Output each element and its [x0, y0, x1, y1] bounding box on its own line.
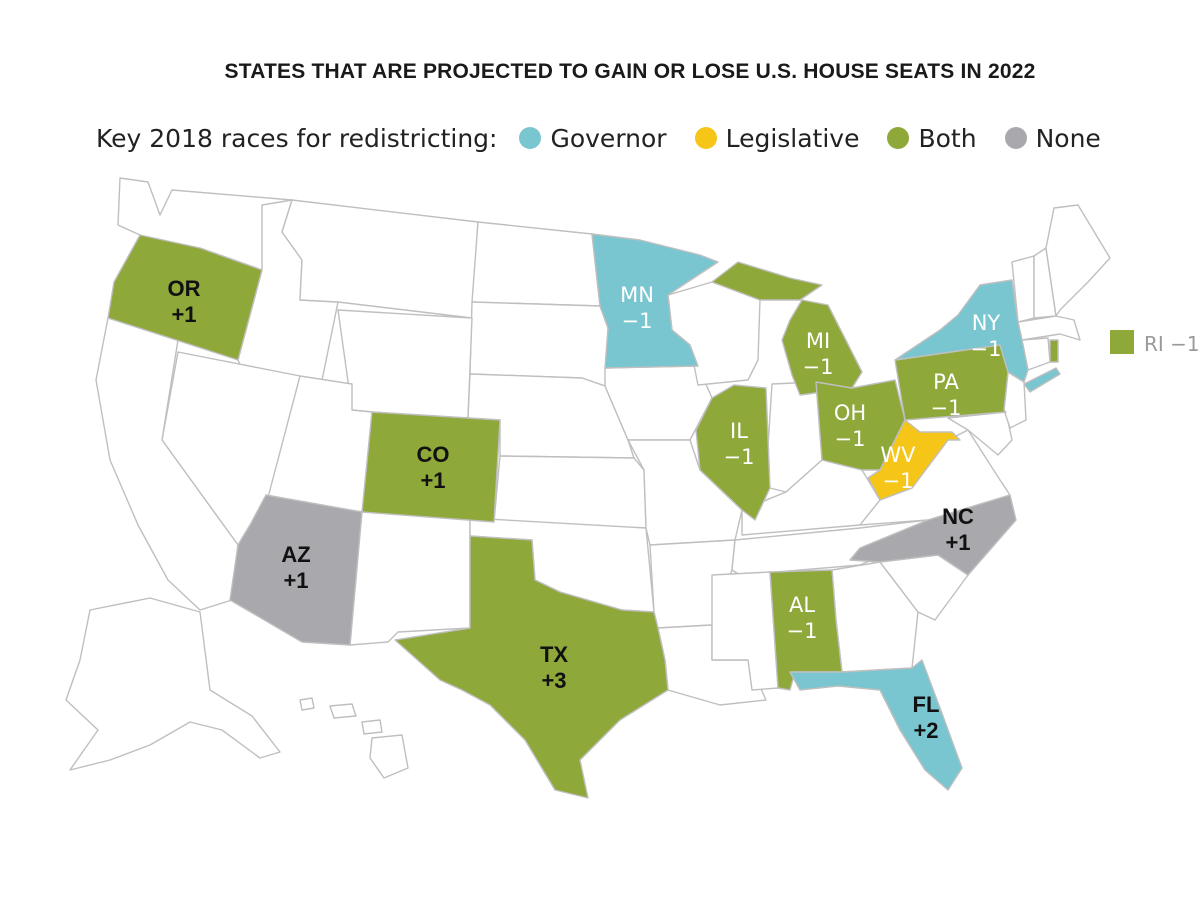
- state-MI-upper: [711, 261, 823, 301]
- state-NM: [349, 509, 471, 646]
- label-NY-change: −1: [971, 337, 1002, 361]
- label-MI-change: −1: [803, 355, 834, 379]
- state-CO: [361, 411, 501, 523]
- legend-item-label: None: [1035, 123, 1101, 153]
- label-NC-code: NC: [942, 504, 974, 529]
- label-MI-code: MI: [806, 329, 830, 353]
- label-PA-code: PA: [933, 370, 959, 394]
- legend-swatch-both: [887, 127, 910, 149]
- label-WV-code: WV: [880, 443, 916, 467]
- legend-swatch-governor: [519, 127, 542, 149]
- label-MN-code: MN: [620, 283, 654, 307]
- state-HI-1: [299, 697, 315, 711]
- label-IL-code: IL: [730, 419, 748, 443]
- state-KY: [741, 459, 881, 536]
- label-NY-code: NY: [972, 311, 1001, 335]
- legend: Key 2018 races for redistricting: Govern…: [96, 118, 1129, 158]
- state-MN: [591, 233, 719, 369]
- ri-callout-label: RI −1: [1144, 332, 1200, 356]
- label-AZ-code: AZ: [281, 542, 310, 567]
- state-WV: [867, 419, 961, 501]
- state-ME: [1045, 204, 1111, 317]
- label-OR-code: OR: [168, 276, 201, 301]
- highlighted-states: [107, 233, 1061, 799]
- legend-item-label: Governor: [550, 123, 667, 153]
- state-HI-4: [369, 734, 409, 779]
- legend-item-legislative: Legislative: [694, 123, 860, 153]
- label-NC-change: +1: [945, 530, 970, 555]
- state-IL: [695, 384, 771, 521]
- base-states: [65, 177, 1111, 779]
- state-labels: OR +1 CO +1 AZ +1 TX +3 MN −1 IL −1 MI −…: [168, 276, 1002, 743]
- state-ND: [471, 221, 601, 307]
- label-WV-change: −1: [883, 469, 914, 493]
- label-PA-change: −1: [931, 396, 962, 420]
- state-HI-2: [329, 703, 357, 719]
- label-FL-code: FL: [913, 692, 940, 717]
- label-OR-change: +1: [171, 302, 196, 327]
- legend-item-governor: Governor: [519, 123, 667, 153]
- state-RI: [1049, 339, 1059, 363]
- state-CA: [95, 317, 239, 611]
- legend-item-both: Both: [887, 123, 977, 153]
- label-TX-code: TX: [540, 642, 568, 667]
- map-title: STATES THAT ARE PROJECTED TO GAIN OR LOS…: [224, 60, 1036, 83]
- state-KS: [493, 455, 647, 529]
- label-CO-change: +1: [420, 468, 445, 493]
- state-NY: [894, 279, 1029, 383]
- ri-callout-swatch: [1110, 330, 1134, 354]
- label-IL-change: −1: [724, 445, 755, 469]
- label-FL-change: +2: [913, 718, 938, 743]
- state-OR: [107, 234, 263, 361]
- state-SD: [469, 301, 609, 387]
- label-CO-code: CO: [417, 442, 450, 467]
- legend-item-label: Legislative: [725, 123, 860, 153]
- legend-item-label: Both: [918, 123, 977, 153]
- label-TX-change: +3: [541, 668, 566, 693]
- legend-label: Key 2018 races for redistricting:: [96, 123, 498, 153]
- legend-item-none: None: [1004, 123, 1101, 153]
- label-AL-change: −1: [787, 619, 818, 643]
- label-AZ-change: +1: [283, 568, 308, 593]
- label-OH-code: OH: [834, 401, 866, 425]
- state-MT: [281, 199, 479, 319]
- state-AZ: [229, 494, 363, 646]
- state-AK: [65, 597, 281, 771]
- state-WY: [337, 309, 473, 419]
- state-TX: [394, 535, 669, 799]
- state-FL: [789, 659, 963, 791]
- state-NC: [849, 494, 1017, 576]
- legend-swatch-legislative: [694, 127, 717, 149]
- label-AL-code: AL: [789, 593, 815, 617]
- state-NY-longisland: [1023, 367, 1061, 393]
- label-MN-change: −1: [622, 309, 653, 333]
- label-OH-change: −1: [835, 427, 866, 451]
- legend-swatch-none: [1004, 127, 1027, 149]
- state-HI-3: [361, 719, 383, 735]
